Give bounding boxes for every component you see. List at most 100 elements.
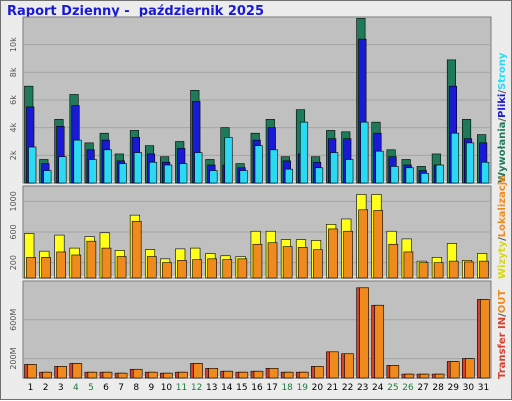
- bar-transfer-out: [449, 361, 460, 379]
- x-tick-label-day: 11: [176, 383, 187, 393]
- bar-transfer-out: [238, 371, 249, 379]
- bar-pages: [118, 163, 127, 184]
- bar-pages: [43, 170, 52, 184]
- legend-panel-1-item: /: [497, 118, 508, 122]
- legend-panel-1: Wywołania/Pliki/Strony: [497, 52, 508, 183]
- panel-1-tick-label: 2k: [9, 150, 18, 160]
- bar-sites: [101, 247, 112, 279]
- bar-sites: [177, 260, 187, 279]
- x-tick-label-day: 17: [266, 383, 277, 393]
- bar-transfer-out: [178, 371, 188, 379]
- x-tick-label-day: 7: [118, 383, 124, 393]
- bar-transfer-out: [389, 365, 400, 379]
- legend-panel-2-text: Wizyty/Lokalizacje: [497, 175, 508, 279]
- panel-1-tick-label: 10k: [9, 37, 18, 52]
- bar-transfer-out: [57, 366, 67, 379]
- bar-sites: [146, 256, 157, 279]
- panel-2-tick-label: 200: [9, 255, 18, 270]
- bar-sites: [343, 230, 353, 279]
- bar-sites: [86, 240, 97, 279]
- x-tick-label-day: 15: [236, 383, 247, 393]
- bar-sites: [448, 260, 459, 279]
- panel-1-tick-label: 6k: [9, 95, 18, 105]
- bar-pages: [375, 150, 384, 184]
- x-tick-label-day: 9: [148, 383, 154, 393]
- bar-pages: [450, 132, 460, 184]
- bar-transfer-out: [344, 353, 354, 379]
- bar-transfer-out: [374, 304, 385, 379]
- bar-transfer-out: [359, 287, 369, 379]
- bar-transfer-out: [147, 371, 158, 379]
- bar-sites: [222, 259, 233, 279]
- panel-2-tick-label: 600: [9, 224, 18, 239]
- bar-sites: [282, 246, 293, 279]
- bar-pages: [481, 161, 490, 184]
- bar-sites: [131, 220, 142, 279]
- bar-transfer-out: [117, 372, 128, 379]
- x-tick-label-day: 14: [221, 383, 233, 393]
- x-tick-label-day: 16: [251, 383, 263, 393]
- bar-sites: [41, 256, 51, 279]
- bar-sites: [388, 243, 399, 279]
- panel-3-background: [22, 280, 492, 379]
- bar-transfer-out: [283, 371, 294, 379]
- x-tick-label-day: 27: [417, 383, 428, 393]
- bar-transfer-out: [193, 363, 203, 379]
- legend-panel-3-item: IN: [497, 317, 508, 333]
- bar-pages: [88, 159, 97, 184]
- bar-sites: [403, 251, 414, 279]
- bar-sites: [479, 260, 489, 279]
- bar-pages: [254, 145, 263, 184]
- bar-sites: [56, 251, 66, 279]
- bar-pages: [284, 168, 293, 184]
- legend-panel-3: Transfer IN/OUT: [497, 290, 508, 379]
- bar-pages: [466, 142, 475, 184]
- x-tick-label-day: 3: [58, 383, 64, 393]
- panel-3-tick-label: 200M: [9, 347, 18, 369]
- bar-pages: [194, 152, 203, 184]
- bar-pages: [299, 121, 309, 184]
- bar-pages: [360, 121, 369, 184]
- x-tick-label-day: 4: [73, 383, 79, 393]
- bar-transfer-out: [163, 372, 173, 379]
- bar-transfer-out: [480, 299, 490, 379]
- bar-transfer-out: [223, 370, 234, 379]
- legend-panel-3-item: OUT: [497, 290, 508, 314]
- bar-pages: [239, 170, 248, 184]
- legend-sidebar: Wywołania/Pliki/Strony Wizyty/Lokalizacje…: [493, 17, 509, 387]
- bar-pages: [58, 156, 67, 184]
- x-tick-label-day: 26: [402, 383, 414, 393]
- bar-pages: [345, 159, 354, 184]
- legend-panel-1-item: Wywołania: [497, 122, 508, 183]
- bar-transfer-out: [404, 373, 415, 379]
- bar-sites: [71, 254, 82, 279]
- bar-sites: [207, 258, 217, 279]
- bar-pages: [133, 152, 142, 184]
- x-tick-label-day: 31: [478, 383, 489, 393]
- bar-pages: [179, 163, 188, 184]
- bar-transfer-out: [87, 371, 98, 379]
- legend-panel-1-text: Wywołania/Pliki/Strony: [497, 52, 508, 183]
- legend-panel-1-item: Pliki: [497, 94, 508, 118]
- bar-sites: [328, 228, 338, 279]
- bar-transfer-out: [132, 368, 143, 379]
- bar-pages: [103, 149, 112, 184]
- x-tick-label-day: 28: [432, 383, 444, 393]
- x-tick-label-day: 2: [43, 383, 49, 393]
- bar-transfer-out: [298, 371, 309, 379]
- bar-pages: [435, 164, 444, 184]
- x-tick-label-day: 10: [161, 383, 173, 393]
- bar-pages: [224, 137, 233, 184]
- x-tick-label-day: 18: [281, 383, 293, 393]
- bar-sites: [192, 259, 202, 279]
- legend-panel-2: Wizyty/Lokalizacje: [497, 175, 508, 279]
- bar-pages: [269, 149, 278, 184]
- bar-sites: [162, 262, 172, 279]
- bar-transfer-out: [434, 373, 445, 379]
- panel-1-tick-label: 8k: [9, 67, 18, 77]
- x-tick-label-day: 21: [327, 383, 338, 393]
- bar-pages: [420, 173, 429, 184]
- bar-transfer-out: [314, 366, 324, 379]
